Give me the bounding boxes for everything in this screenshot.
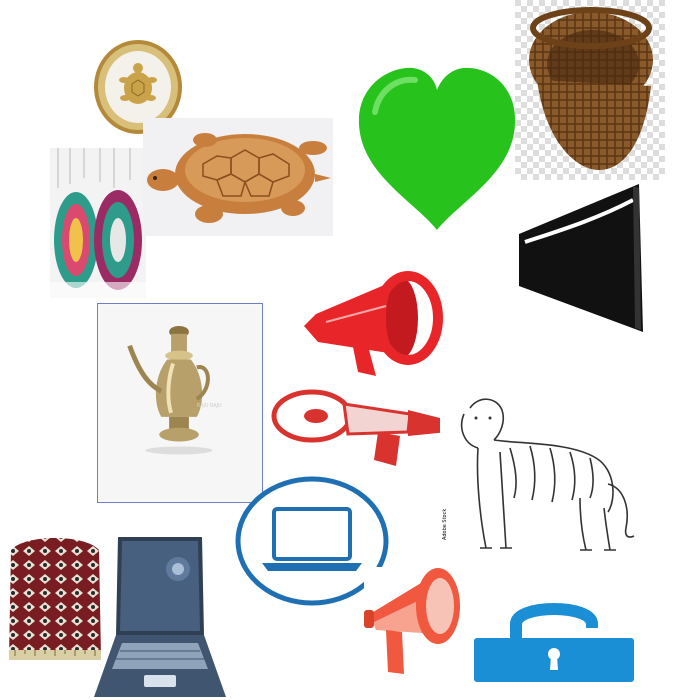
green-heart-icon	[355, 62, 520, 234]
hanging-fan-decor-icon	[50, 148, 146, 298]
brass-jug-icon: RAJU RAJU	[97, 303, 263, 503]
svg-text:Adobe Stock: Adobe Stock	[442, 509, 448, 540]
red-megaphone-icon	[296, 268, 450, 378]
golden-turtle-icon	[143, 118, 333, 236]
laptop-icon	[92, 535, 228, 700]
unlocked-padlock-icon	[470, 598, 638, 684]
orange-megaphone-icon	[362, 562, 472, 677]
red-outline-megaphone-icon	[268, 380, 456, 470]
tiger-sketch-icon: Adobe Stock	[440, 388, 640, 563]
speaker-cone-icon	[515, 180, 645, 336]
laptop-circle-icon	[232, 475, 392, 607]
wicker-basket-icon	[515, 0, 665, 180]
patterned-cap-icon	[5, 530, 105, 668]
svg-text:RAJU RAJU: RAJU RAJU	[197, 403, 222, 409]
turtle-medallion-icon	[92, 38, 184, 136]
